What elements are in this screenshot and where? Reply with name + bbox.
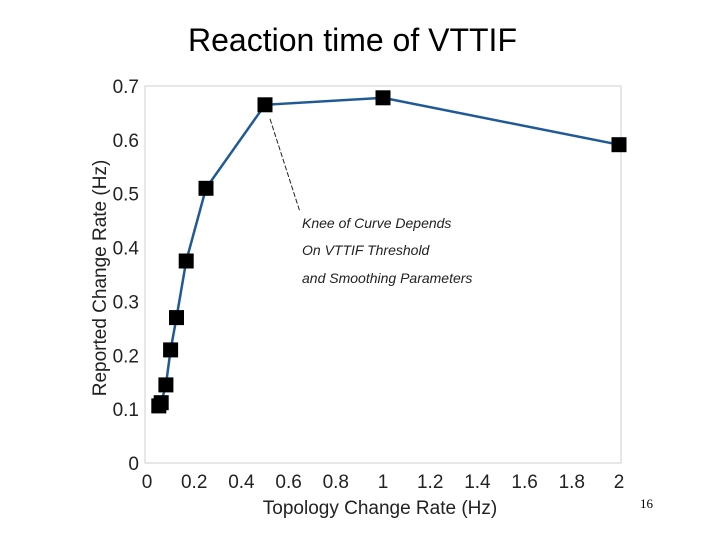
data-point [169,310,184,326]
x-tick-label: 0 [142,472,153,493]
annotation: Knee of Curve Depends On VTTIF Threshold… [302,215,472,286]
x-tick-label: 0.2 [181,472,207,493]
data-point [257,97,273,113]
plot-area-frame [144,85,622,464]
x-tick-label: 1.4 [464,472,491,493]
annotation-line-2: On VTTIF Threshold [302,242,431,258]
y-tick-label: 0.2 [113,346,139,367]
data-point [375,90,391,106]
y-tick-label: 0.5 [113,185,139,206]
data-point [178,253,194,269]
x-tick-label: 0.4 [228,472,255,493]
annotation-line-1: Knee of Curve Depends [302,215,451,231]
data-point [163,342,179,358]
annotation-line-3: and Smoothing Parameters [302,270,472,286]
y-axis-title: Reported Change Rate (Hz) [90,160,111,397]
x-tick-label: 1.8 [559,472,585,493]
x-tick-labels: 0 0.2 0.4 0.6 0.8 1 1.2 1.4 1.6 1.8 2 [142,472,625,493]
y-tick-label: 0.4 [113,239,140,260]
x-tick-label: 0.6 [275,472,301,493]
x-axis-title: Topology Change Rate (Hz) [263,498,497,519]
data-point [198,180,214,196]
data-point [158,377,174,393]
x-tick-label: 1 [378,472,389,493]
page-number: 16 [640,496,653,511]
y-tick-label: 0.1 [113,400,139,421]
series-line [157,96,620,407]
y-tick-label: 0.6 [113,131,139,152]
x-tick-label: 0.8 [323,472,349,493]
y-tick-labels: 0 0.1 0.2 0.3 0.4 0.5 0.6 0.7 [113,77,140,475]
x-tick-label: 1.2 [417,472,443,493]
y-tick-label: 0 [128,454,139,475]
data-point [153,395,169,411]
y-tick-label: 0.7 [113,77,139,98]
slide-title: Reaction time of VTTIF [188,22,517,58]
data-point [611,137,627,153]
data-markers [151,90,627,414]
y-tick-label: 0.3 [113,292,139,313]
x-tick-label: 2 [614,472,625,493]
annotation-leader-line [269,118,301,213]
x-tick-label: 1.6 [511,472,537,493]
